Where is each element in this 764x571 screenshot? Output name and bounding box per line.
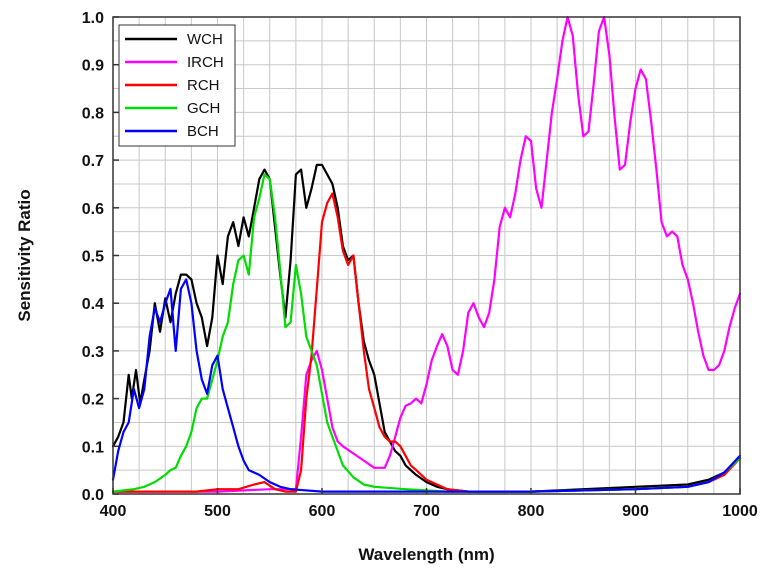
y-tick-label: 0.9: [82, 58, 104, 75]
y-tick-label: 0.1: [82, 439, 104, 456]
x-tick-label: 900: [622, 503, 649, 520]
y-tick-label: 0.5: [82, 249, 104, 266]
x-tick-label: 400: [100, 503, 127, 520]
x-tick-label: 1000: [722, 503, 758, 520]
series-line-bch: [111, 278, 742, 493]
series-line-gch: [111, 173, 742, 493]
grid: [113, 17, 740, 494]
x-tick-label: 600: [309, 503, 336, 520]
legend-label-bch: BCH: [187, 123, 219, 140]
x-tick-label: 500: [204, 503, 231, 520]
x-tick-label: 700: [413, 503, 440, 520]
y-tick-label: 0.4: [82, 296, 104, 313]
y-tick-label: 0.6: [82, 201, 104, 218]
legend-label-wch: WCH: [187, 31, 223, 48]
y-tick-label: 0.7: [82, 153, 104, 170]
x-tick-label: 800: [518, 503, 545, 520]
y-axis-title: Sensitivity Ratio: [15, 189, 34, 321]
axis-ticks: 400 500 600 700 800 900 1000 0.0 0.1 0.2 0.3 0.4 0.5…: [82, 10, 758, 520]
legend-label-rch: RCH: [187, 77, 220, 94]
y-tick-label: 0.3: [82, 344, 104, 361]
x-axis-title: Wavelength (nm): [358, 545, 494, 564]
legend: WCH IRCH RCH GCH BCH: [118, 24, 236, 147]
series-line-rch: [111, 192, 742, 493]
series-line-wch: [111, 163, 742, 493]
y-tick-label: 1.0: [82, 10, 104, 27]
y-tick-label: 0.8: [82, 105, 104, 122]
legend-label-irch: IRCH: [187, 54, 224, 71]
series-line-irch: [111, 15, 742, 493]
y-tick-label: 0.2: [82, 392, 104, 409]
y-tick-label: 0.0: [82, 487, 104, 504]
legend-label-gch: GCH: [187, 100, 220, 117]
series-lines: [111, 15, 742, 493]
